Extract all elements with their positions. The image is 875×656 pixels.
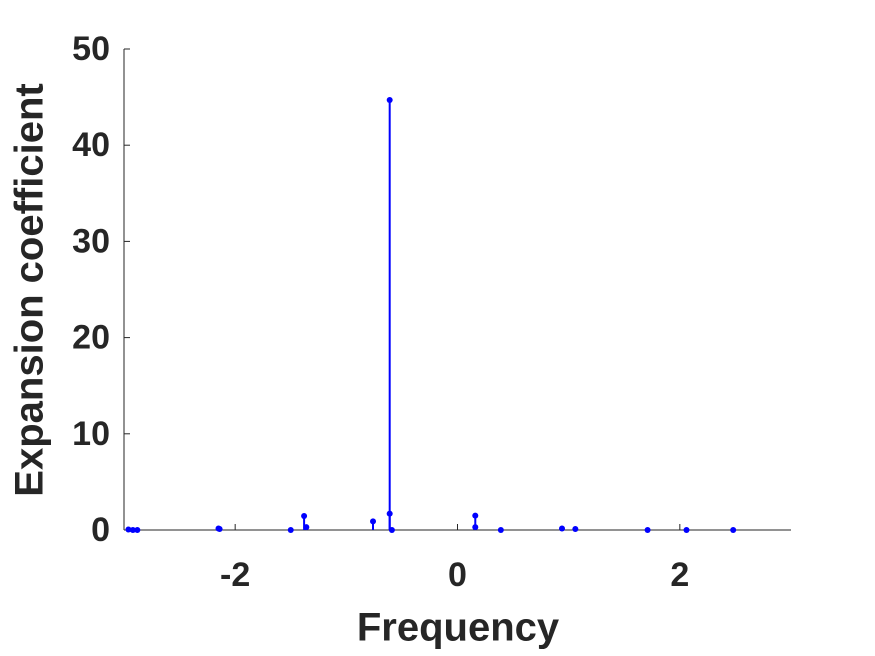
y-tick-label: 0 — [91, 511, 110, 549]
stem-marker — [472, 512, 479, 519]
stem-marker — [388, 527, 395, 533]
stem-marker — [497, 527, 504, 533]
stem-marker — [472, 524, 479, 531]
stem-marker — [287, 527, 294, 533]
y-tick-label: 30 — [72, 222, 110, 260]
stem-marker — [125, 526, 132, 533]
stem-marker — [386, 510, 393, 517]
stem-marker — [301, 513, 308, 520]
x-axis-label: Frequency — [357, 606, 560, 650]
y-tick-label: 50 — [72, 30, 110, 68]
y-tick-label: 40 — [72, 126, 110, 164]
stem-marker — [129, 527, 136, 533]
y-axis-label: Expansion coefficient — [8, 83, 52, 496]
stem-marker — [303, 524, 310, 531]
stem-marker — [730, 527, 737, 533]
stem-marker — [644, 527, 651, 533]
stem-marker — [558, 525, 565, 532]
y-tick-label: 20 — [72, 319, 110, 357]
stem-marker — [572, 526, 579, 533]
x-tick-label: 0 — [448, 556, 467, 594]
stem-marker — [683, 527, 690, 533]
stem-marker — [386, 96, 393, 103]
x-tick-label: -2 — [220, 556, 250, 594]
stem-marker — [370, 518, 377, 525]
stem-marker — [216, 526, 223, 533]
stem-marker — [134, 527, 141, 533]
y-tick-label: 10 — [72, 415, 110, 453]
x-tick-label: 2 — [670, 556, 689, 594]
